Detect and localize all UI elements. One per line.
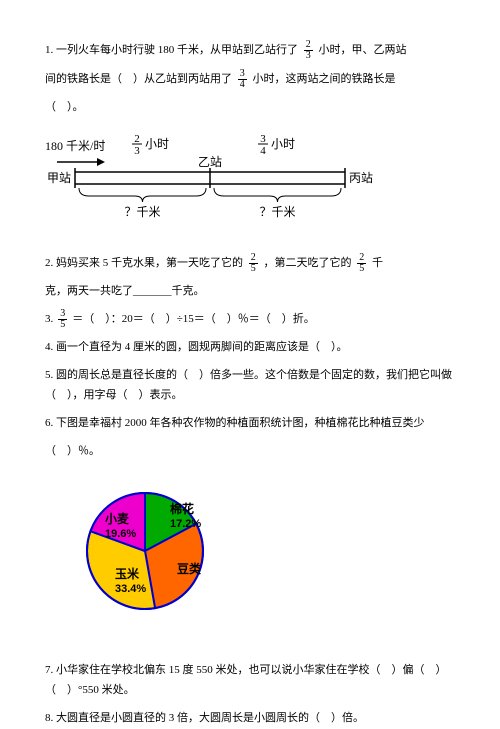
q3-frac: 35 (58, 309, 67, 330)
question-8: 8. 大圆直径是小圆直径的 3 倍，大圆周长是小圆周长的（ ）倍。 (45, 709, 455, 729)
q1-text-2: 小时，甲、乙两站 (319, 44, 407, 56)
q3-label: 3. (45, 310, 53, 330)
q2-text-3: 千 (372, 257, 383, 269)
train-diagram: 180 千米/时23小时34小时乙站甲站丙站？千米？千米 (45, 130, 455, 233)
q2-text-2: ，第二天吃了它的 (264, 257, 352, 269)
question-7: 7. 小华家住在学校北偏东 15 度 550 米处，也可以说小华家住在学校（ ）… (45, 661, 455, 701)
svg-text:33.4%: 33.4% (115, 583, 146, 595)
pie-chart: 棉花 17.2% 豆类 玉米 33.4% 小麦 19.6% (55, 473, 455, 641)
svg-text:小麦: 小麦 (105, 511, 130, 526)
question-6: 6. 下图是幸福村 2000 年各种农作物的种植面积统计图，种植棉花比种植豆类少 (45, 414, 455, 434)
question-2b: 克，两天一共吃了_______千克。 (45, 282, 455, 302)
q1-text-4: 小时，这两站之间的铁路长是 (253, 73, 396, 85)
q1-frac-2: 34 (238, 69, 247, 90)
q1-frac-1: 23 (304, 40, 313, 61)
svg-text:3: 3 (260, 133, 266, 145)
svg-text:19.6%: 19.6% (105, 528, 136, 540)
q2-text-4: 克，两天一共吃了_______千克。 (45, 285, 205, 297)
svg-text:甲站: 甲站 (47, 171, 71, 185)
train-diagram-svg: 180 千米/时23小时34小时乙站甲站丙站？千米？千米 (45, 130, 375, 225)
question-5: 5. 圆的周长总是直径长度的（ ）倍多一些。这个倍数是个固定的数，我们把它叫做（… (45, 366, 455, 406)
svg-text:豆类: 豆类 (177, 561, 202, 576)
svg-text:棉花: 棉花 (170, 501, 194, 516)
svg-text:3: 3 (134, 145, 140, 157)
question-1b: 间的铁路长是（ ）从乙站到丙站用了 34 小时，这两站之间的铁路长是 (45, 69, 455, 90)
question-6b: （ ）％。 (45, 442, 455, 462)
question-4: 4. 画一个直径为 4 厘米的圆，圆规两脚间的距离应该是（ ）。 (45, 338, 455, 358)
q2-text-1: 2. 妈妈买来 5 千克水果，第一天吃了它的 (45, 257, 243, 269)
svg-text:180 千米/时: 180 千米/时 (45, 139, 105, 153)
q2-frac-1: 25 (249, 253, 258, 274)
svg-text:17.2%: 17.2% (170, 518, 201, 530)
svg-text:小时: 小时 (145, 137, 169, 151)
svg-text:4: 4 (260, 145, 266, 157)
svg-text:丙站: 丙站 (349, 171, 373, 185)
q1-text-5: （ ）。 (45, 101, 84, 113)
svg-text:乙站: 乙站 (198, 155, 222, 169)
svg-text:？千米: ？千米 (259, 205, 295, 219)
svg-text:小时: 小时 (271, 137, 295, 151)
question-1c: （ ）。 (45, 98, 455, 118)
pie-chart-svg: 棉花 17.2% 豆类 玉米 33.4% 小麦 19.6% (55, 473, 245, 633)
svg-text:玉米: 玉米 (115, 566, 140, 581)
q1-text-3: 间的铁路长是（ ）从乙站到丙站用了 (45, 73, 232, 85)
q3-rest: ＝（ ）：20＝（ ）÷15＝（ ）％＝（ ）折。 (72, 310, 315, 330)
q1-text-1: 1. 一列火车每小时行驶 180 千米，从甲站到乙站行了 (45, 44, 298, 56)
svg-text:2: 2 (134, 133, 140, 145)
question-1: 1. 一列火车每小时行驶 180 千米，从甲站到乙站行了 23 小时，甲、乙两站 (45, 40, 455, 61)
question-3: 3. 35 ＝（ ）：20＝（ ）÷15＝（ ）％＝（ ）折。 (45, 309, 455, 330)
svg-text:？千米: ？千米 (124, 205, 160, 219)
q2-frac-2: 25 (357, 253, 366, 274)
question-2: 2. 妈妈买来 5 千克水果，第一天吃了它的 25 ，第二天吃了它的 25 千 (45, 253, 455, 274)
